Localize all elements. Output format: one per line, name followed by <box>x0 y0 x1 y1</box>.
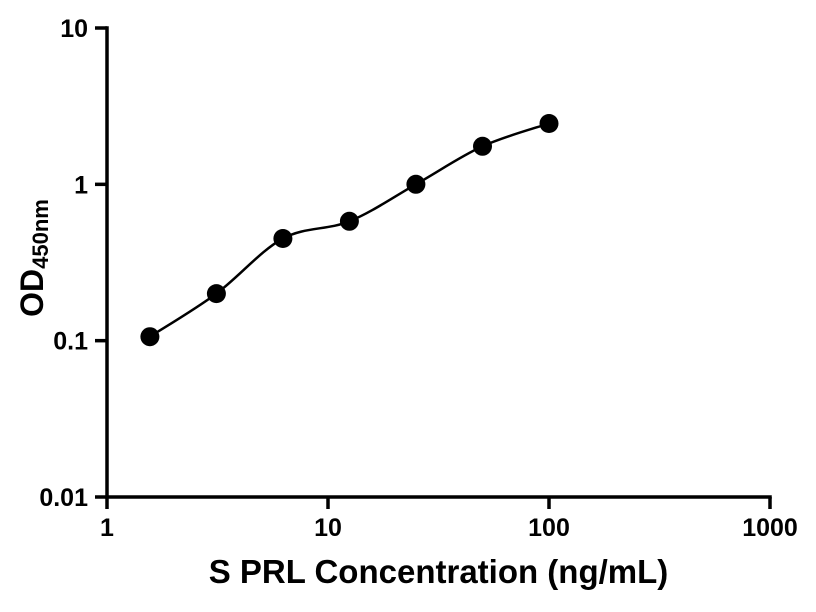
x-tick-label: 1 <box>100 514 114 542</box>
data-point <box>140 327 160 347</box>
data-point <box>273 229 293 248</box>
data-point <box>473 136 492 156</box>
y-tick-label: 0.1 <box>53 328 88 356</box>
y-axis-label-subscript: 450nm <box>28 199 53 269</box>
data-point <box>339 211 359 231</box>
y-tick-label: 0.01 <box>39 484 88 512</box>
x-tick-label: 100 <box>528 514 570 542</box>
axes-frame <box>105 26 772 499</box>
y-axis-label: OD450nm <box>14 199 54 317</box>
y-tick-label: 10 <box>60 15 88 43</box>
x-axis-label: S PRL Concentration (ng/mL) <box>208 553 669 590</box>
y-axis-label-main: OD <box>14 268 50 317</box>
data-point <box>406 174 426 194</box>
data-point <box>539 114 559 133</box>
x-tick-label: 1000 <box>742 514 798 542</box>
x-tick-label: 10 <box>314 514 342 542</box>
data-point <box>206 284 226 304</box>
y-tick-label: 1 <box>74 171 88 199</box>
